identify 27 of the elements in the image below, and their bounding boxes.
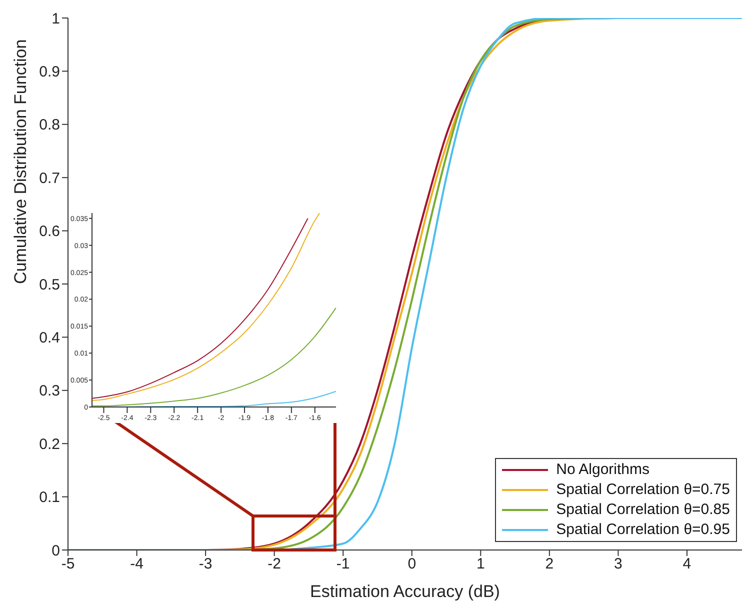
y-tick-label: 0.2 <box>39 436 60 453</box>
y-axis-title: Cumulative Distribution Function <box>11 39 30 284</box>
x-tick-label: 4 <box>682 556 692 573</box>
y-tick-label: 0.1 <box>39 489 60 506</box>
x-tick-label: -3 <box>198 556 212 573</box>
x-tick-label: 1 <box>476 556 485 573</box>
x-axis-title: Estimation Accuracy (dB) <box>310 582 500 601</box>
x-tick-label: -5 <box>61 556 75 573</box>
y-tick-label: 0 <box>52 542 60 560</box>
x-tick-label: 2 <box>545 556 554 573</box>
y-tick-label: 0.3 <box>39 382 60 400</box>
y-tick-label: 0.5 <box>39 276 60 294</box>
legend-label: Spatial Correlation θ=0.75 <box>556 480 730 500</box>
x-tick-label: 3 <box>614 556 622 573</box>
x-tick-label: -4 <box>130 556 144 573</box>
legend-label: No Algorithms <box>556 460 650 480</box>
x-tick-label: 0 <box>408 556 416 573</box>
x-tick-label: -2 <box>268 556 281 573</box>
y-tick-label: 0.4 <box>39 330 60 347</box>
y-tick-label: 0.6 <box>39 223 60 240</box>
legend-label: Spatial Correlation θ=0.95 <box>556 520 730 540</box>
y-tick-label: 1 <box>52 10 60 28</box>
y-tick-label: 0.9 <box>39 64 60 81</box>
legend-label: Spatial Correlation θ=0.85 <box>556 500 730 520</box>
y-tick-label: 0.7 <box>39 170 60 187</box>
x-tick-label: -1 <box>336 556 350 573</box>
y-tick-label: 0.8 <box>39 116 60 134</box>
